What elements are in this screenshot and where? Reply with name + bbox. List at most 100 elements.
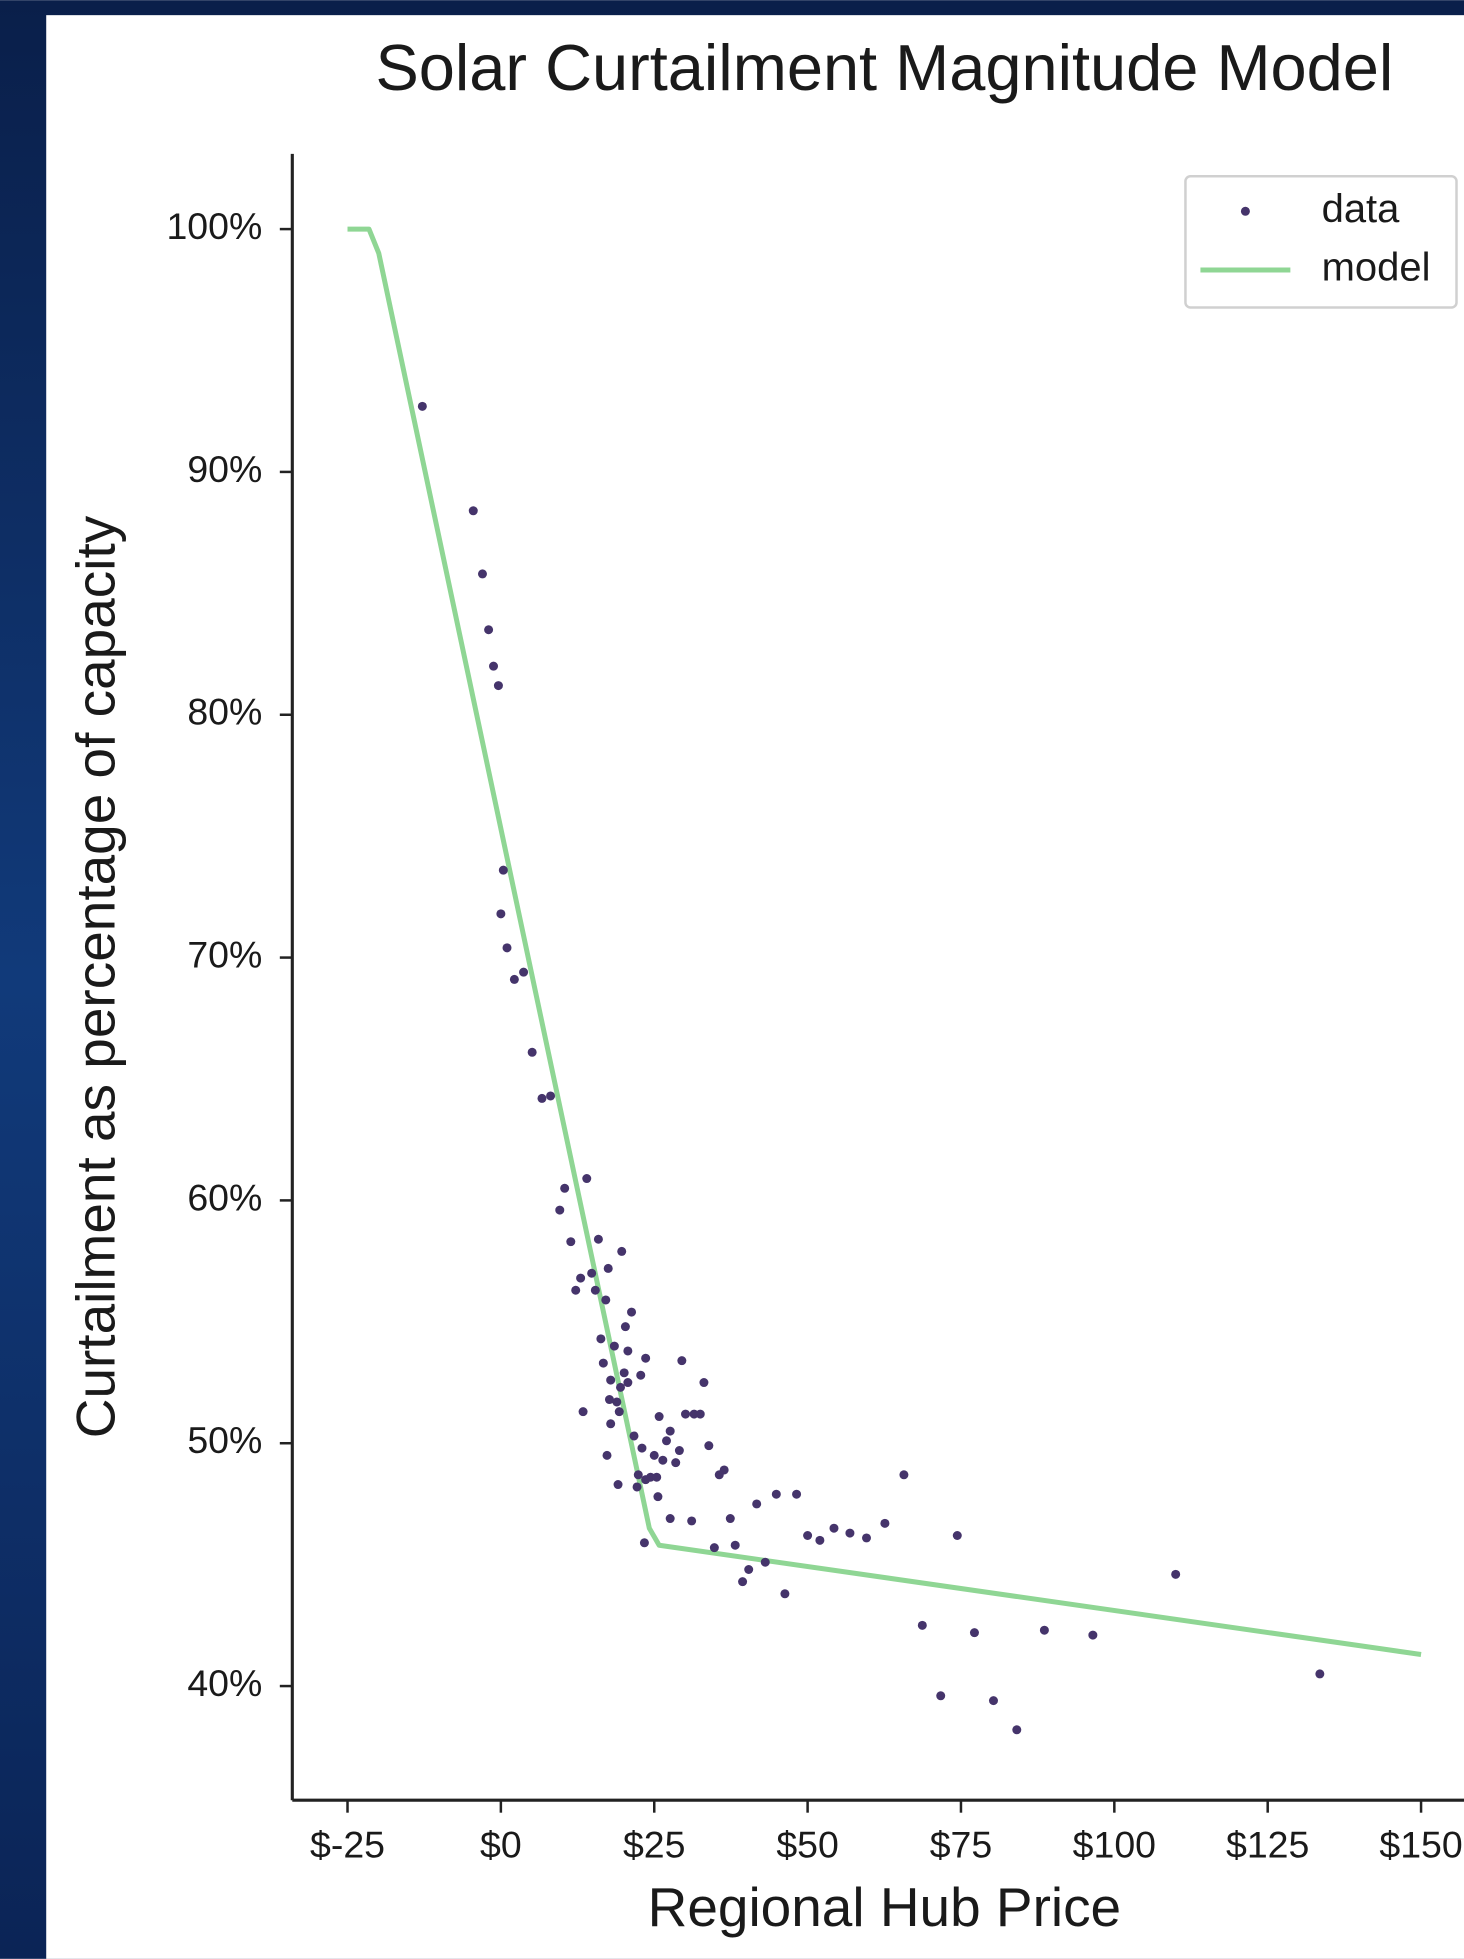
- x-tick-label: $-25: [310, 1824, 385, 1866]
- data-point: [1088, 1631, 1097, 1640]
- data-point: [576, 1274, 585, 1283]
- data-point: [620, 1368, 629, 1377]
- data-point: [636, 1371, 645, 1380]
- data-point: [528, 1048, 537, 1057]
- data-point: [637, 1444, 646, 1453]
- data-point: [862, 1533, 871, 1542]
- data-point: [469, 506, 478, 515]
- data-point: [640, 1538, 649, 1547]
- data-point: [615, 1407, 624, 1416]
- x-tick-label: $75: [930, 1824, 993, 1866]
- data-point: [614, 1480, 623, 1489]
- data-point: [566, 1237, 575, 1246]
- data-point: [641, 1354, 650, 1363]
- data-point: [726, 1514, 735, 1523]
- data-point: [658, 1456, 667, 1465]
- data-point: [519, 968, 528, 977]
- data-point: [738, 1577, 747, 1586]
- data-point: [989, 1696, 998, 1705]
- data-point: [603, 1451, 612, 1460]
- y-axis-label: Curtailment as percentage of capacity: [64, 515, 126, 1438]
- data-point: [604, 1264, 613, 1273]
- y-tick-label: 70%: [187, 933, 262, 975]
- data-point: [582, 1174, 591, 1183]
- data-point: [627, 1308, 636, 1317]
- data-point: [571, 1286, 580, 1295]
- data-point: [499, 866, 508, 875]
- data-point: [606, 1419, 615, 1428]
- data-point: [731, 1541, 740, 1550]
- data-point: [634, 1470, 643, 1479]
- data-point: [617, 1247, 626, 1256]
- data-point: [936, 1691, 945, 1700]
- data-point: [606, 1376, 615, 1385]
- legend-label: data: [1322, 187, 1401, 231]
- x-tick-label: $25: [623, 1824, 686, 1866]
- data-point: [704, 1441, 713, 1450]
- data-point: [792, 1490, 801, 1499]
- data-point: [880, 1519, 889, 1528]
- screenshot: Solar Curtailment Magnitude Model Region…: [0, 0, 1464, 1959]
- data-point: [761, 1558, 770, 1567]
- data-point: [1040, 1626, 1049, 1635]
- data-point: [591, 1286, 600, 1295]
- chart-title: Solar Curtailment Magnitude Model: [375, 31, 1393, 104]
- data-point: [681, 1410, 690, 1419]
- y-tick-label: 100%: [166, 205, 262, 247]
- data-point: [612, 1397, 621, 1406]
- x-tick-label: $50: [776, 1824, 839, 1866]
- data-point: [710, 1543, 719, 1552]
- data-point: [803, 1531, 812, 1540]
- legend-swatch: [1241, 207, 1250, 216]
- data-point: [587, 1269, 596, 1278]
- data-point: [918, 1621, 927, 1630]
- data-point: [772, 1490, 781, 1499]
- data-point: [687, 1516, 696, 1525]
- x-tick-label: $100: [1073, 1824, 1156, 1866]
- data-point: [418, 402, 427, 411]
- y-tick-label: 60%: [187, 1176, 262, 1218]
- data-point: [489, 662, 498, 671]
- data-point: [829, 1524, 838, 1533]
- data-point: [650, 1451, 659, 1460]
- data-point: [815, 1536, 824, 1545]
- x-tick-label: $125: [1226, 1824, 1309, 1866]
- y-tick-label: 80%: [187, 691, 262, 733]
- data-point: [623, 1378, 632, 1387]
- data-point: [671, 1458, 680, 1467]
- data-point: [641, 1475, 650, 1484]
- data-point: [845, 1529, 854, 1538]
- data-point: [699, 1378, 708, 1387]
- data-point: [484, 625, 493, 634]
- data-point: [953, 1531, 962, 1540]
- data-point: [610, 1342, 619, 1351]
- data-point: [537, 1094, 546, 1103]
- data-point: [652, 1473, 661, 1482]
- y-tick-label: 40%: [187, 1662, 262, 1704]
- data-point: [677, 1356, 686, 1365]
- data-point: [696, 1410, 705, 1419]
- data-point: [494, 681, 503, 690]
- y-tick-label: 90%: [187, 448, 262, 490]
- data-point: [503, 943, 512, 952]
- data-point: [560, 1184, 569, 1193]
- data-point: [594, 1235, 603, 1244]
- data-point: [666, 1514, 675, 1523]
- data-point: [496, 909, 505, 918]
- data-point: [666, 1427, 675, 1436]
- data-point: [744, 1565, 753, 1574]
- legend-label: model: [1322, 246, 1431, 290]
- data-point: [555, 1206, 564, 1215]
- data-point: [579, 1407, 588, 1416]
- data-point: [970, 1628, 979, 1637]
- data-point: [596, 1334, 605, 1343]
- data-point: [623, 1346, 632, 1355]
- data-point: [655, 1412, 664, 1421]
- data-point: [715, 1470, 724, 1479]
- data-point: [752, 1499, 761, 1508]
- data-point: [899, 1470, 908, 1479]
- data-point: [662, 1436, 671, 1445]
- x-tick-label: $0: [480, 1824, 522, 1866]
- data-point: [1012, 1725, 1021, 1734]
- data-point: [616, 1383, 625, 1392]
